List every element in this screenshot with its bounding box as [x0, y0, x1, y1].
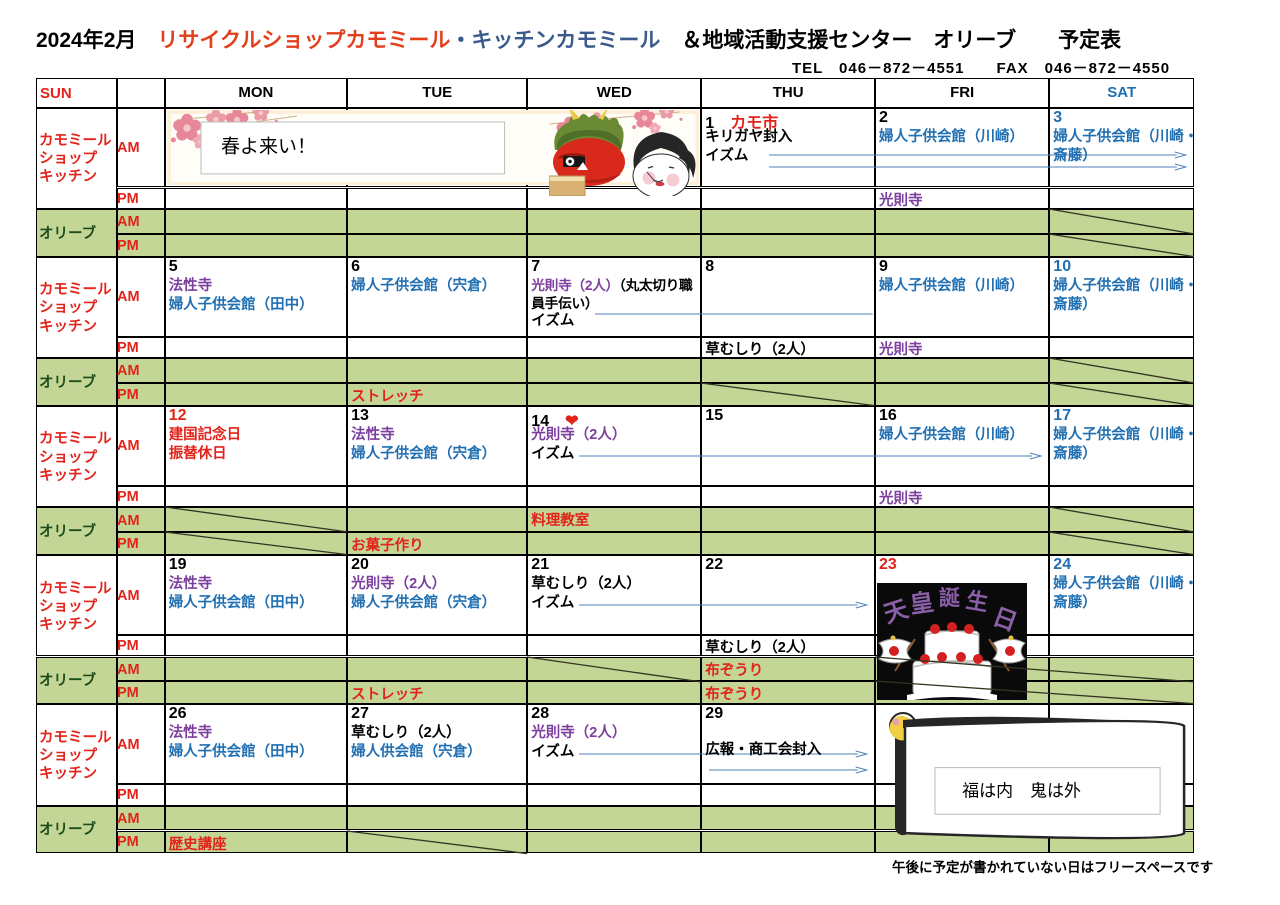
- svg-text:皇: 皇: [908, 589, 936, 619]
- svg-text:生: 生: [964, 587, 990, 615]
- svg-text:誕: 誕: [939, 587, 960, 610]
- svg-text:福は内 鬼は外: 福は内 鬼は外: [962, 781, 1081, 800]
- svg-text:春よ来い！: 春よ来い！: [221, 135, 316, 157]
